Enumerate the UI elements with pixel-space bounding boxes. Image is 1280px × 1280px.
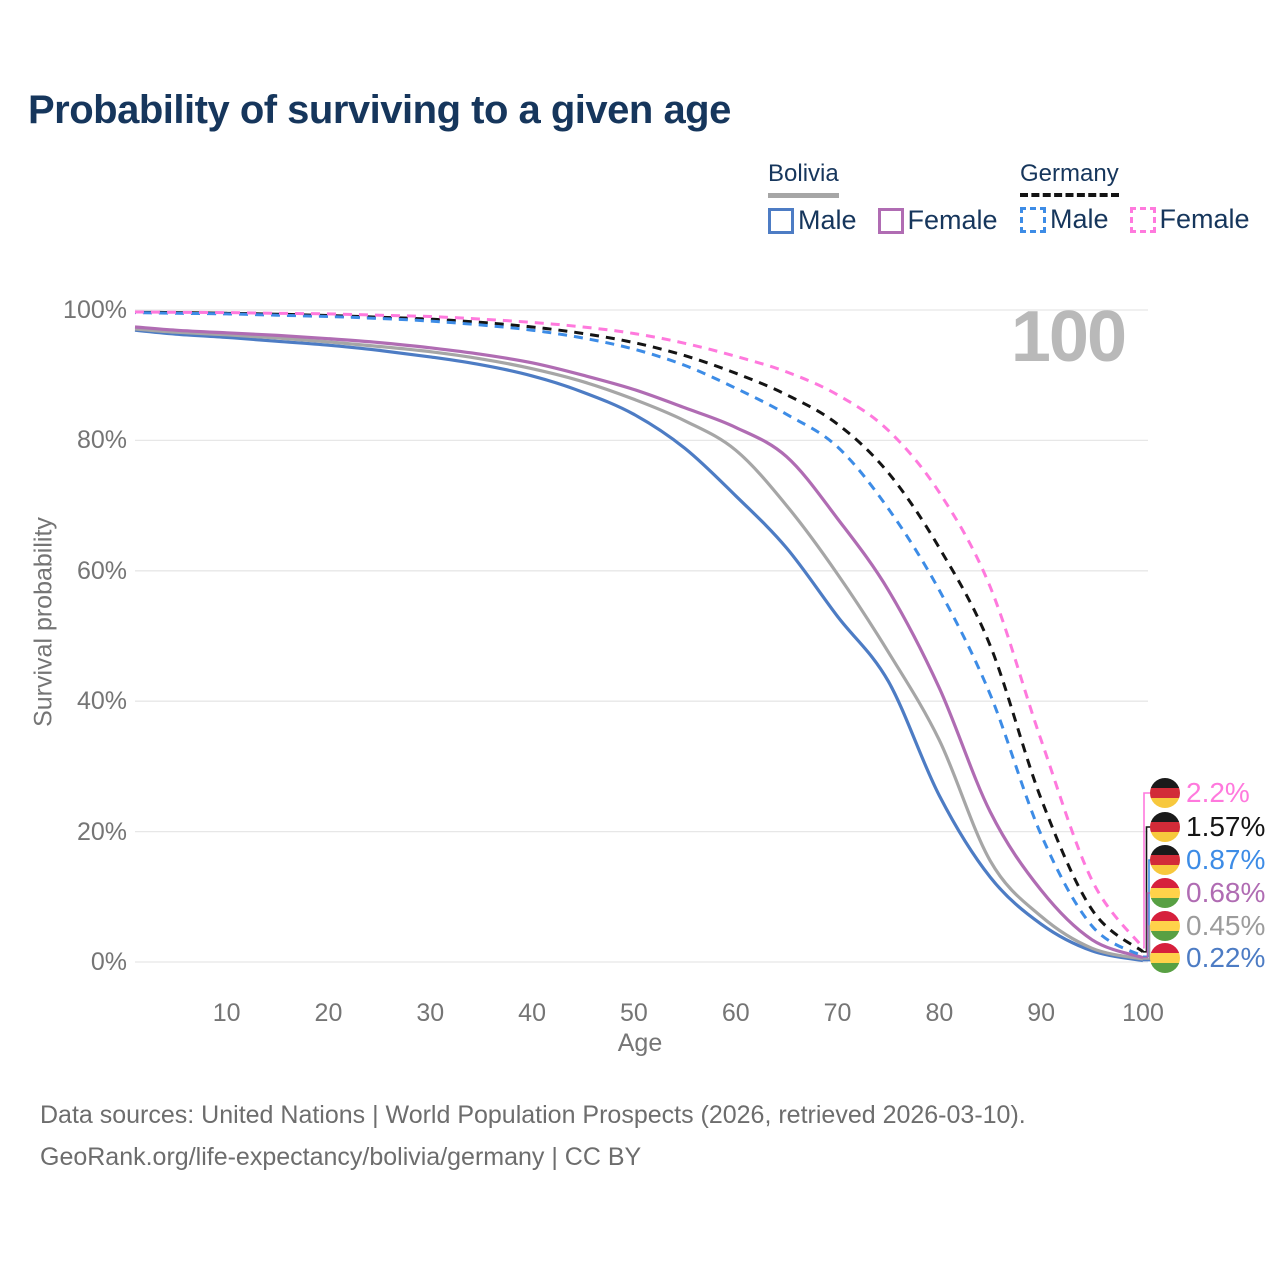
legend-swatch-icon <box>768 207 794 234</box>
x-tick-50: 50 <box>620 999 648 1027</box>
y-tick-80: 80% <box>76 426 127 455</box>
legend-item-germany-female[interactable]: Female <box>1129 204 1250 235</box>
end-label-germany-male: 0.87% <box>1150 844 1265 876</box>
x-tick-80: 80 <box>925 999 954 1027</box>
germany-flag-icon <box>1150 778 1180 808</box>
curve-bolivia-total[interactable] <box>134 327 1144 961</box>
bolivia-flag-icon <box>1150 911 1180 941</box>
x-tick-60: 60 <box>721 999 750 1027</box>
legend-item-label: Male <box>798 205 857 235</box>
legend-item-label: Female <box>907 205 998 235</box>
bolivia-flag-icon <box>1150 878 1180 908</box>
legend-swatch-icon <box>877 207 904 234</box>
curve-bolivia-male[interactable] <box>134 328 1144 963</box>
end-label-value: 0.87% <box>1186 844 1266 875</box>
end-label-germany-total: 1.57% <box>1150 811 1265 843</box>
connector-germany-female <box>1143 792 1151 949</box>
legend-item-label: Male <box>1050 204 1109 234</box>
y-axis-title: Survival probability <box>29 517 58 727</box>
x-tick-20: 20 <box>314 999 343 1027</box>
germany-flag-icon <box>1150 845 1180 875</box>
legend-item-label: Female <box>1159 204 1250 234</box>
x-tick-40: 40 <box>518 999 546 1027</box>
connector-germany-total <box>1143 826 1151 953</box>
y-tick-100: 100% <box>63 296 127 324</box>
x-tick-70: 70 <box>823 999 852 1027</box>
end-label-value: 0.68% <box>1186 877 1266 908</box>
legend-swatch-icon <box>1020 206 1046 233</box>
page-title: Probability of surviving to a given age <box>28 88 731 132</box>
legend-item-bolivia-female[interactable]: Female <box>877 205 998 236</box>
end-label-value: 1.57% <box>1186 811 1266 842</box>
legend-item-bolivia-male[interactable]: Male <box>768 205 857 236</box>
legend-swatch-icon <box>1129 206 1156 233</box>
curve-bolivia-female[interactable] <box>134 325 1144 960</box>
hover-age-watermark: 100 <box>1010 297 1127 377</box>
y-tick-20: 20% <box>76 817 127 846</box>
legend-country-germany[interactable]: Germany <box>1020 160 1119 197</box>
x-tick-30: 30 <box>416 999 445 1027</box>
footer-line-2: GeoRank.org/life-expectancy/bolivia/germ… <box>40 1143 642 1171</box>
x-tick-90: 90 <box>1027 999 1056 1027</box>
y-tick-40: 40% <box>76 687 127 716</box>
connector-bolivia-female <box>1143 892 1151 959</box>
y-tick-60: 60% <box>76 556 127 585</box>
end-label-bolivia-female: 0.68% <box>1150 877 1265 909</box>
legend-item-germany-male[interactable]: Male <box>1020 204 1109 235</box>
footer: Data sources: United Nations | World Pop… <box>40 1094 1026 1178</box>
germany-flag-icon <box>1150 812 1180 842</box>
x-tick-10: 10 <box>212 999 241 1027</box>
legend-group-bolivia: Bolivia Male Female <box>768 160 998 236</box>
curve-germany-female[interactable] <box>134 310 1145 949</box>
end-label-bolivia-total: 0.45% <box>1150 910 1265 942</box>
bolivia-flag-icon <box>1150 943 1180 973</box>
end-label-value: 0.22% <box>1186 942 1266 973</box>
x-tick-100: 100 <box>1122 999 1164 1027</box>
footer-line-1: Data sources: United Nations | World Pop… <box>40 1101 1026 1129</box>
end-label-bolivia-male: 0.22% <box>1150 942 1265 974</box>
x-axis-title: Age <box>617 1029 663 1057</box>
legend-group-germany: Germany Male Female <box>1020 160 1250 235</box>
end-label-germany-female: 2.2% <box>1150 777 1250 809</box>
curve-germany-male[interactable] <box>134 311 1144 958</box>
end-label-value: 0.45% <box>1186 910 1266 941</box>
curve-germany-total[interactable] <box>134 310 1144 954</box>
y-tick-0: 0% <box>90 948 127 976</box>
end-label-value: 2.2% <box>1186 777 1250 808</box>
legend-country-bolivia[interactable]: Bolivia <box>768 160 839 198</box>
